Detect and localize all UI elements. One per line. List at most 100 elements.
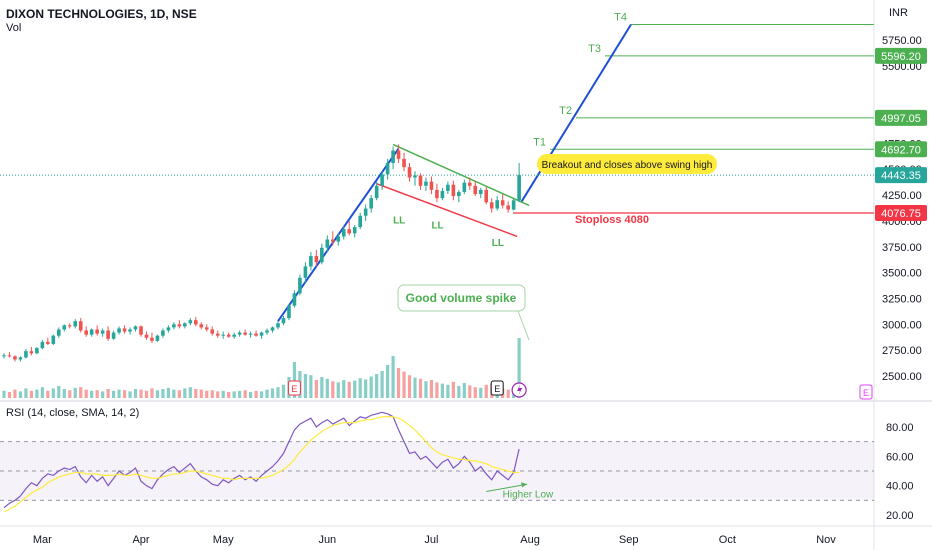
candle-body [57, 329, 61, 336]
rsi-tick-label: 80.00 [886, 422, 914, 434]
volume-bar [183, 388, 187, 398]
volume-bar [133, 389, 138, 398]
higher-low-arrowhead [521, 482, 528, 488]
time-tick-label: Mar [33, 534, 52, 546]
volume-bar [451, 381, 455, 398]
candle-body [133, 326, 138, 330]
lightning-icon [517, 384, 523, 396]
candle-body [144, 334, 149, 338]
candle-body [221, 334, 225, 336]
candle-body [67, 325, 72, 327]
candle-body [336, 236, 341, 242]
volume-bar [18, 391, 23, 398]
candle-body [243, 332, 247, 335]
volume-bar [155, 390, 160, 398]
lower-low-label: LL [431, 221, 443, 232]
volume-bar [62, 389, 66, 398]
volume-bar [446, 384, 450, 398]
currency-label[interactable]: INR [889, 7, 908, 19]
candle-body [13, 356, 17, 360]
volume-bar [238, 390, 242, 398]
candle-body [429, 181, 434, 190]
candle-body [89, 329, 94, 335]
volume-bar [221, 390, 225, 398]
price-axis-badge-text: 4076.75 [881, 208, 921, 220]
candle-body [385, 163, 390, 175]
volume-bar [484, 384, 488, 398]
price-axis-badge [875, 167, 927, 184]
volume-bar [210, 390, 214, 398]
volume-callout [397, 284, 526, 312]
chart-title: DIXON TECHNOLOGIES, 1D, NSE [6, 7, 197, 21]
price-tick-label: 2500.00 [882, 371, 922, 383]
volume-bar [101, 391, 105, 398]
price-axis-badge-text: 4997.05 [881, 113, 921, 125]
volume-bar [364, 379, 368, 398]
volume-bar [51, 388, 55, 398]
time-tick-label: Jul [424, 534, 438, 546]
candle-body [374, 185, 379, 199]
volume-bar [216, 391, 220, 398]
volume-bar [128, 391, 132, 398]
price-tick-label: 3250.00 [882, 293, 922, 305]
higher-low-label: Higher Low [503, 489, 554, 500]
candle-body [435, 189, 439, 199]
volume-bar [303, 374, 307, 398]
time-tick-label: Oct [719, 534, 736, 546]
volume-bar [320, 377, 324, 398]
volume-bar [68, 390, 72, 398]
candle-body [259, 332, 264, 336]
candle-body [446, 184, 450, 191]
volume-bar [35, 389, 39, 398]
candle-body [281, 318, 286, 324]
candle-body [320, 247, 324, 263]
volume-bar [13, 389, 17, 398]
candle-body [106, 330, 110, 339]
candle-body [396, 150, 401, 159]
time-tick-label: Aug [520, 534, 540, 546]
candle-body [489, 202, 494, 209]
earnings-marker-icon [490, 380, 504, 396]
volume-bar [402, 371, 406, 398]
candle-body [418, 175, 423, 186]
volume-bar [342, 380, 346, 398]
price-tick-label: 3500.00 [882, 268, 922, 280]
candle-body [139, 326, 143, 335]
volume-bar [369, 376, 373, 398]
volume-bar [473, 387, 477, 398]
volume-bar [188, 387, 192, 398]
resistance-trendline [392, 143, 530, 207]
volume-bar [40, 387, 44, 398]
price-axis-badge-text: 4443.35 [881, 170, 921, 182]
volume-bar [292, 362, 297, 398]
candle-body [303, 266, 308, 278]
candle-body [451, 184, 456, 197]
volume-bar [314, 380, 318, 398]
volume-bar [468, 385, 472, 398]
volume-bar [24, 388, 28, 398]
lower-low-label: LL [492, 238, 504, 249]
candle-body [341, 229, 346, 237]
candle-body [484, 189, 489, 203]
rsi-tick-label: 40.00 [886, 481, 914, 493]
candle-body [226, 334, 231, 337]
candle-body [473, 185, 478, 195]
candle-body [325, 239, 330, 248]
candle-body [62, 325, 67, 330]
candle-body [440, 190, 445, 199]
time-tick-label: Sep [619, 534, 639, 546]
candle-body [292, 293, 297, 306]
candle-body [265, 330, 269, 333]
volume-bar [7, 392, 12, 398]
time-tick-label: Jun [318, 534, 336, 546]
volume-bar [199, 389, 203, 398]
volume-bar [457, 386, 461, 398]
candle-body [117, 328, 121, 333]
candle-body [155, 335, 160, 341]
volume-bar [46, 390, 50, 398]
candle-body [232, 334, 236, 337]
candle-body [35, 348, 39, 354]
candle-body [166, 327, 171, 331]
target-label: T2 [559, 105, 572, 117]
